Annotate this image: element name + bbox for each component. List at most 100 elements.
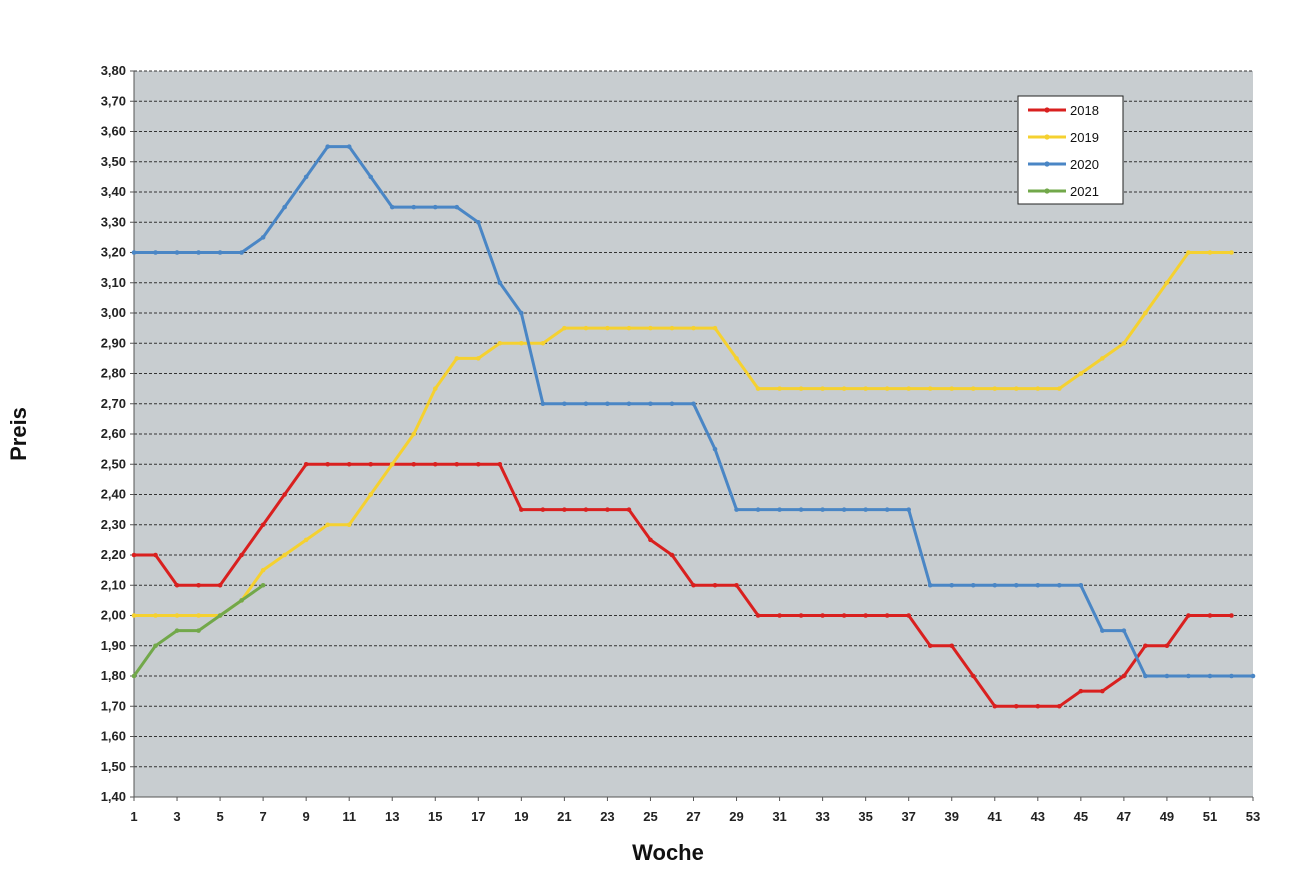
data-point xyxy=(346,461,352,467)
data-point xyxy=(519,507,524,512)
data-point xyxy=(260,235,266,240)
data-point xyxy=(411,204,417,210)
data-point xyxy=(992,582,998,588)
x-tick-label: 41 xyxy=(988,809,1002,824)
data-point xyxy=(519,310,524,316)
x-tick-label: 47 xyxy=(1117,809,1131,824)
data-point xyxy=(669,552,675,558)
data-point xyxy=(798,507,804,512)
data-point xyxy=(863,507,868,512)
data-point xyxy=(605,401,610,407)
data-point xyxy=(884,613,890,618)
data-point xyxy=(303,461,309,467)
data-point xyxy=(1100,688,1105,694)
data-point xyxy=(153,250,158,255)
y-tick-label: 3,20 xyxy=(101,245,126,260)
data-point xyxy=(1035,582,1041,588)
data-point xyxy=(1078,582,1084,588)
data-point xyxy=(1143,673,1148,679)
y-tick-label: 2,10 xyxy=(101,577,126,592)
x-tick-label: 3 xyxy=(173,809,180,824)
data-point xyxy=(497,280,503,286)
data-point xyxy=(626,507,632,512)
data-point xyxy=(1164,673,1170,679)
data-point xyxy=(432,461,438,467)
x-tick-label: 21 xyxy=(557,809,571,824)
data-point xyxy=(626,325,632,331)
legend-label-2021: 2021 xyxy=(1070,184,1099,199)
data-point xyxy=(1164,280,1170,286)
y-tick-label: 2,40 xyxy=(101,487,126,502)
data-point xyxy=(798,613,804,618)
data-point xyxy=(153,643,158,649)
data-point xyxy=(648,537,653,543)
data-point xyxy=(1121,340,1127,346)
y-axis-title: Preis xyxy=(6,407,31,461)
data-point xyxy=(648,325,653,331)
data-point xyxy=(325,461,330,467)
data-point xyxy=(927,582,933,588)
y-tick-label: 2,30 xyxy=(101,517,126,532)
data-point xyxy=(325,144,330,149)
data-point xyxy=(174,250,180,255)
y-tick-label: 2,50 xyxy=(101,456,126,471)
legend: 2018 2019 2020 2021 xyxy=(1017,95,1124,205)
data-point xyxy=(562,507,567,512)
data-point xyxy=(884,507,890,512)
data-point xyxy=(1229,673,1234,679)
x-tick-label: 17 xyxy=(471,809,485,824)
data-point xyxy=(820,386,825,391)
data-point xyxy=(777,507,782,512)
data-point xyxy=(174,582,180,588)
data-point xyxy=(368,492,374,497)
data-point xyxy=(949,643,955,649)
data-point xyxy=(282,492,287,497)
data-point xyxy=(755,386,761,391)
data-point xyxy=(841,613,847,618)
y-tick-label: 1,80 xyxy=(101,668,126,683)
data-point xyxy=(497,461,503,467)
legend-marker xyxy=(1044,107,1050,113)
y-tick-label: 2,70 xyxy=(101,396,126,411)
data-point xyxy=(1229,613,1234,618)
data-point xyxy=(734,356,739,361)
x-tick-label: 7 xyxy=(259,809,266,824)
legend-marker xyxy=(1044,134,1050,140)
series-group xyxy=(131,144,1256,709)
data-point xyxy=(411,431,417,437)
x-tick-label: 53 xyxy=(1246,809,1260,824)
data-point xyxy=(841,507,847,512)
x-tick-label: 35 xyxy=(858,809,872,824)
x-tick-label: 51 xyxy=(1203,809,1217,824)
data-point xyxy=(519,340,524,346)
data-point xyxy=(992,703,998,709)
x-tick-label: 31 xyxy=(772,809,786,824)
data-point xyxy=(583,325,589,331)
data-point xyxy=(1229,250,1234,255)
data-point xyxy=(540,340,546,346)
series-line xyxy=(134,251,1232,617)
data-point xyxy=(540,401,546,407)
data-point xyxy=(1207,613,1213,618)
data-point xyxy=(476,219,481,225)
data-point xyxy=(583,401,589,407)
data-point xyxy=(432,204,438,210)
data-point xyxy=(820,613,825,618)
data-point xyxy=(1013,582,1019,588)
data-point xyxy=(282,552,287,558)
x-tick-label: 39 xyxy=(944,809,958,824)
data-point xyxy=(239,552,244,558)
data-point xyxy=(454,204,460,210)
data-point xyxy=(562,325,567,331)
x-tick-label: 5 xyxy=(216,809,223,824)
x-tick-label: 37 xyxy=(901,809,915,824)
data-point xyxy=(239,250,244,255)
y-tick-label: 2,90 xyxy=(101,335,126,350)
data-point xyxy=(131,250,137,255)
data-point xyxy=(1100,628,1105,633)
data-point xyxy=(1143,643,1148,649)
legend-label-2020: 2020 xyxy=(1070,157,1099,172)
y-tick-label: 1,90 xyxy=(101,638,126,653)
series-2021 xyxy=(131,582,266,679)
data-point xyxy=(1164,643,1170,649)
